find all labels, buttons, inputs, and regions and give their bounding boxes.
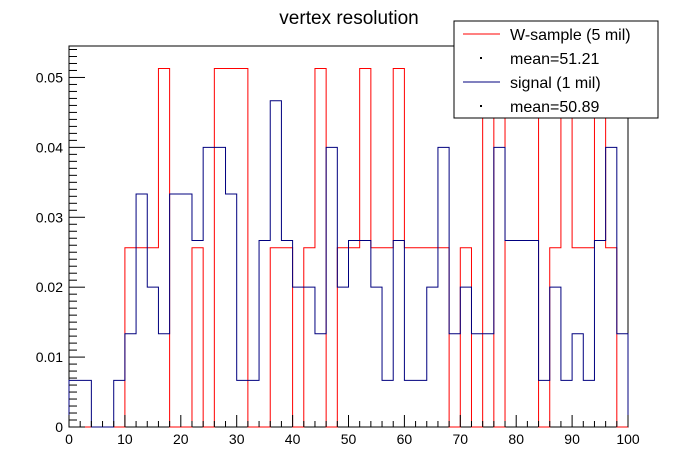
x-tick-label: 40 <box>285 431 301 447</box>
x-tick-label: 10 <box>117 431 133 447</box>
series-0-histogram <box>69 68 628 428</box>
y-tick-label: 0.04 <box>36 139 63 155</box>
legend-label: signal (1 mil) <box>510 75 601 92</box>
x-tick-label: 30 <box>229 431 245 447</box>
x-tick-label: 50 <box>341 431 357 447</box>
x-tick-label: 100 <box>616 431 640 447</box>
legend-marker-swatch <box>480 57 482 59</box>
x-tick-label: 60 <box>397 431 413 447</box>
y-tick-label: 0 <box>55 419 63 435</box>
chart-title: vertex resolution <box>279 8 418 29</box>
legend-label: mean=50.89 <box>510 99 600 116</box>
x-tick-label: 20 <box>173 431 189 447</box>
y-tick-label: 0.01 <box>36 349 63 365</box>
x-tick-label: 70 <box>453 431 469 447</box>
x-tick-label: 0 <box>65 431 73 447</box>
series-1-histogram <box>68 100 629 428</box>
y-tick-label: 0.05 <box>36 69 63 85</box>
legend-label: W-sample (5 mil) <box>510 27 631 44</box>
plot-area: 0 10 20 30 40 50 60 70 80 90 100 0 0.01 0.02 0.03 0.04 0… <box>36 45 640 447</box>
y-tick-label: 0.03 <box>36 209 63 225</box>
y-tick-label: 0.02 <box>36 279 63 295</box>
x-tick-label: 90 <box>564 431 580 447</box>
legend-label: mean=51.21 <box>510 51 600 68</box>
legend-box <box>453 20 659 119</box>
legend-marker-swatch <box>480 105 482 107</box>
legend: W-sample (5 mil) mean=51.21 signal (1 mil)… <box>453 20 659 119</box>
x-tick-label: 80 <box>508 431 524 447</box>
